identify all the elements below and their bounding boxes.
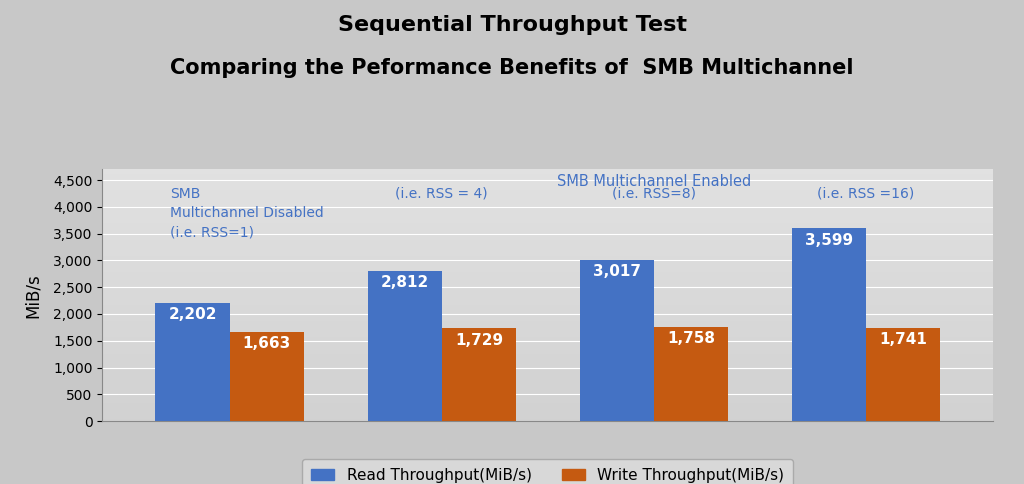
Text: Sequential Throughput Test: Sequential Throughput Test — [338, 15, 686, 34]
Bar — [580, 259, 654, 421]
Text: SMB Multichannel Enabled: SMB Multichannel Enabled — [557, 174, 751, 189]
Y-axis label: MiB/s: MiB/s — [25, 273, 42, 318]
Text: (i.e. RSS =16): (i.e. RSS =16) — [817, 186, 914, 200]
Bar — [866, 328, 940, 421]
Text: Comparing the Peformance Benefits of  SMB Multichannel: Comparing the Peformance Benefits of SMB… — [170, 58, 854, 78]
Legend: Read Throughput(MiB/s), Write Throughput(MiB/s): Read Throughput(MiB/s), Write Throughput… — [302, 459, 794, 484]
Text: 1,729: 1,729 — [455, 333, 503, 348]
Text: (i.e. RSS = 4): (i.e. RSS = 4) — [395, 186, 488, 200]
Text: (i.e. RSS=8): (i.e. RSS=8) — [612, 186, 696, 200]
Bar — [441, 329, 516, 421]
Bar — [368, 271, 441, 421]
Text: 3,017: 3,017 — [593, 264, 641, 279]
Text: 2,202: 2,202 — [168, 307, 217, 322]
Text: 3,599: 3,599 — [805, 233, 853, 248]
Text: 2,812: 2,812 — [381, 275, 429, 290]
Bar — [229, 332, 304, 421]
Bar — [792, 228, 866, 421]
Text: 1,663: 1,663 — [243, 336, 291, 351]
Bar — [654, 327, 728, 421]
Bar — [156, 303, 229, 421]
Text: SMB
Multichannel Disabled
(i.e. RSS=1): SMB Multichannel Disabled (i.e. RSS=1) — [170, 186, 324, 240]
Text: 1,741: 1,741 — [880, 332, 927, 347]
Text: 1,758: 1,758 — [667, 331, 715, 346]
